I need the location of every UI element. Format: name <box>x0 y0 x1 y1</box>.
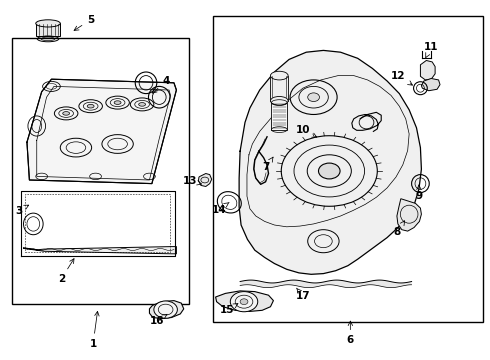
Bar <box>213 16 483 322</box>
Text: 3: 3 <box>15 205 28 216</box>
Text: 15: 15 <box>220 303 238 315</box>
Text: 5: 5 <box>74 15 94 31</box>
Circle shape <box>230 292 258 312</box>
Circle shape <box>308 93 319 102</box>
Polygon shape <box>149 301 184 319</box>
Polygon shape <box>397 199 421 231</box>
Circle shape <box>154 301 177 318</box>
Text: 6: 6 <box>347 321 354 345</box>
Text: 17: 17 <box>295 288 310 301</box>
Text: 13: 13 <box>183 176 201 186</box>
Text: 10: 10 <box>295 125 317 137</box>
Text: 16: 16 <box>149 314 167 326</box>
Ellipse shape <box>270 96 288 105</box>
Ellipse shape <box>63 112 70 115</box>
Ellipse shape <box>87 104 94 108</box>
Ellipse shape <box>270 71 288 80</box>
Circle shape <box>240 299 248 305</box>
Polygon shape <box>420 60 435 80</box>
Text: 2: 2 <box>58 259 74 284</box>
Bar <box>12 38 189 304</box>
Polygon shape <box>216 291 273 311</box>
Text: 11: 11 <box>424 42 439 58</box>
Polygon shape <box>198 174 212 186</box>
Text: 8: 8 <box>393 221 405 237</box>
Text: 4: 4 <box>152 76 171 93</box>
Text: 12: 12 <box>391 71 413 85</box>
Polygon shape <box>239 50 421 274</box>
Bar <box>271 103 287 130</box>
Bar <box>270 76 288 101</box>
Polygon shape <box>36 23 60 36</box>
Ellipse shape <box>114 101 121 104</box>
Polygon shape <box>27 79 176 184</box>
Text: 7: 7 <box>262 157 273 172</box>
Text: 14: 14 <box>212 202 229 215</box>
Ellipse shape <box>139 103 146 106</box>
Text: 9: 9 <box>416 185 422 201</box>
Polygon shape <box>421 78 440 91</box>
Circle shape <box>318 163 340 179</box>
Ellipse shape <box>36 20 60 27</box>
Polygon shape <box>24 247 176 254</box>
Text: 1: 1 <box>90 311 99 349</box>
